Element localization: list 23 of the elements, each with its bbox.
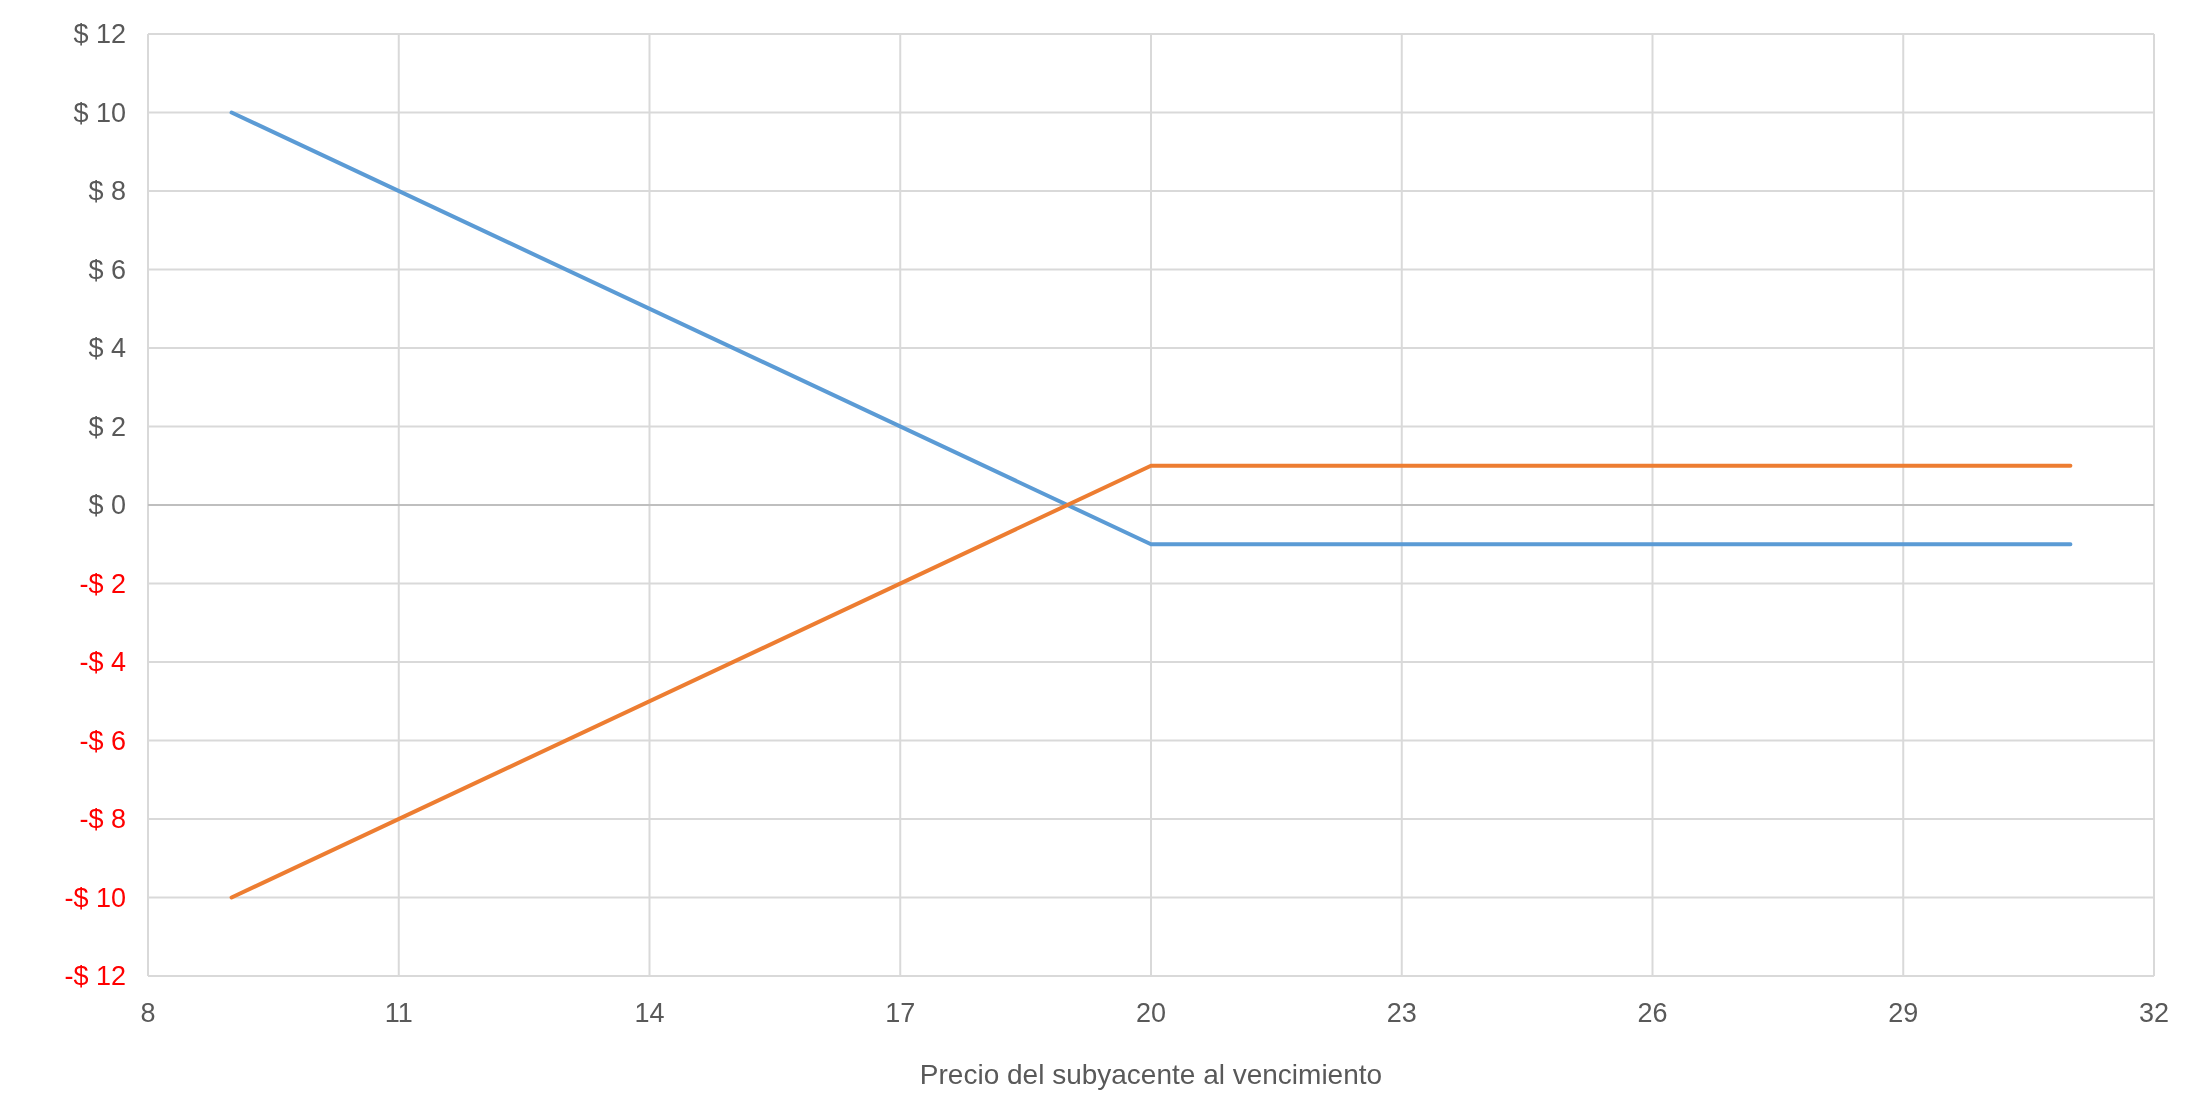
x-tick-label: 11 xyxy=(384,998,413,1028)
y-tick-label: -$ 8 xyxy=(79,804,126,835)
y-tick-label: $ 2 xyxy=(88,411,126,442)
x-tick-label: 29 xyxy=(1888,998,1919,1028)
x-tick-label: 8 xyxy=(140,998,156,1028)
y-tick-label: $ 6 xyxy=(88,254,126,285)
y-tick-label: -$ 6 xyxy=(79,725,126,756)
x-tick-label: 23 xyxy=(1386,998,1417,1028)
x-axis-title: Precio del subyacente al vencimiento xyxy=(919,1059,1383,1090)
x-tick-label: 14 xyxy=(634,998,665,1028)
y-tick-label: -$ 10 xyxy=(64,882,126,913)
x-tick-label: 17 xyxy=(885,998,916,1028)
y-tick-label: $ 4 xyxy=(88,333,126,364)
y-tick-label: $ 8 xyxy=(88,176,126,207)
y-tick-label: -$ 12 xyxy=(64,961,126,992)
x-tick-label: 20 xyxy=(1135,998,1167,1028)
x-tick-label: 32 xyxy=(2138,998,2170,1028)
y-tick-label: -$ 2 xyxy=(79,568,126,599)
y-tick-label: $ 0 xyxy=(88,490,126,521)
x-tick-label: 26 xyxy=(1637,998,1668,1028)
y-tick-label: $ 12 xyxy=(73,19,126,50)
y-tick-label: -$ 4 xyxy=(79,647,126,678)
y-tick-label: $ 10 xyxy=(73,97,126,128)
